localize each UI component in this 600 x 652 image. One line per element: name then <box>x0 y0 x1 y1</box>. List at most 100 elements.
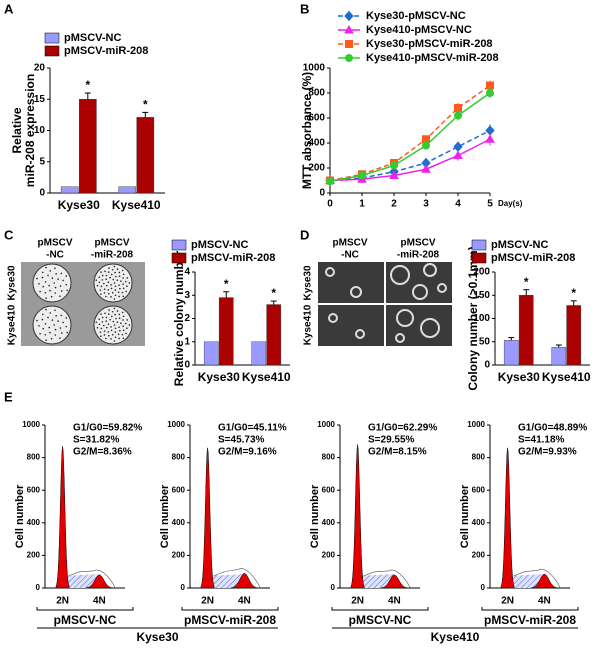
colony-dot <box>113 324 116 326</box>
photo-row-label: Kyse410 <box>7 304 18 345</box>
significance: * <box>85 78 90 92</box>
legend-label: pMSCV-NC <box>491 239 549 251</box>
group-label: pMSCV-NC <box>349 613 412 627</box>
colony-dot <box>54 328 57 331</box>
colony-dot <box>113 298 116 300</box>
y-tick-label: 600 <box>472 485 486 494</box>
y-axis-label: Relative colony number <box>172 250 186 386</box>
colony-dot <box>110 329 113 332</box>
colony-dot <box>122 287 125 290</box>
x-tick-label: 4N <box>93 596 106 607</box>
colony-dot <box>105 274 108 277</box>
colony-dot <box>126 277 129 279</box>
colony-dot <box>66 289 68 292</box>
colony-dot <box>65 325 68 328</box>
colony-dot <box>125 280 127 283</box>
colony-dot <box>59 327 62 329</box>
legend-label: pMSCV-NC <box>64 32 122 44</box>
colony-dot <box>47 316 49 319</box>
y-tick-label: 1000 <box>467 420 485 429</box>
marker <box>421 164 431 173</box>
colony-dot <box>42 327 44 330</box>
g1-peak <box>500 447 515 589</box>
marker <box>453 150 463 159</box>
photo-row-label: Kyse30 <box>7 265 18 300</box>
colony-dot <box>95 321 98 323</box>
photo-col-label: pMSCV <box>401 238 436 249</box>
legend-label: Kyse410-pMSCV-NC <box>366 24 472 36</box>
y-axis-label: miR-208 expression <box>23 74 37 187</box>
colony-dot <box>109 318 111 321</box>
colony-dot <box>103 292 106 294</box>
y-tick-label: 400 <box>308 138 325 149</box>
colony-dot <box>128 324 131 326</box>
g2-peak <box>230 573 259 589</box>
annotation: S=41.18% <box>518 435 565 446</box>
colony-dot <box>121 291 124 294</box>
colony-dot <box>114 327 117 330</box>
x-tick-label: Kyse410 <box>112 198 161 212</box>
g1-peak <box>55 446 70 589</box>
colony-dot <box>38 282 40 285</box>
colony-photo <box>318 305 384 346</box>
colony-dot <box>45 266 47 269</box>
colony-dot <box>114 331 117 333</box>
colony-dot <box>49 270 52 272</box>
y-tick-label: 200 <box>473 267 490 278</box>
group-bracket <box>481 607 579 611</box>
x-axis-label: Day(s) <box>498 199 523 208</box>
group-label: pMSCV-NC <box>54 613 117 627</box>
colony-dot <box>39 290 41 293</box>
colony-dot <box>114 271 116 274</box>
x-tick-label: Kyse30 <box>198 370 240 384</box>
marker <box>486 89 494 97</box>
colony-dot <box>103 330 106 332</box>
colony-dot <box>110 273 113 276</box>
significance: * <box>143 98 148 112</box>
colony-dot <box>126 327 128 330</box>
colony-dot <box>111 268 114 271</box>
s-phase <box>357 574 395 588</box>
colony-dot <box>107 331 110 333</box>
colony-dot <box>59 285 62 287</box>
colony-dot <box>41 271 44 274</box>
colony-dot <box>98 318 101 320</box>
legend-swatch <box>471 252 487 264</box>
marker <box>326 177 334 186</box>
y-tick-label: 0 <box>181 583 186 592</box>
colony-dot <box>101 274 104 277</box>
colony-dot <box>100 293 102 295</box>
series-line <box>329 129 491 182</box>
y-tick-label: 800 <box>322 453 336 462</box>
y-axis-label: Cell number <box>159 484 171 548</box>
colony-dot <box>114 313 116 316</box>
significance: * <box>524 275 529 289</box>
marker <box>454 111 462 120</box>
colony-dot <box>114 289 117 291</box>
annotation: G1/G0=59.82% <box>73 423 142 434</box>
colony-dot <box>65 283 68 286</box>
legend-swatch <box>171 239 187 251</box>
colony-dot <box>59 337 61 339</box>
s-phase <box>207 574 245 588</box>
y-tick-label: 600 <box>308 113 325 124</box>
colony-dot <box>47 274 49 277</box>
colony-dot <box>122 329 125 332</box>
y-tick-label: 400 <box>472 518 486 527</box>
colony-dot <box>101 321 104 323</box>
colony-dot <box>44 281 47 283</box>
colony-dot <box>45 339 47 341</box>
colony-dot <box>36 319 38 322</box>
x-tick-label: 2N <box>501 596 514 607</box>
y-axis-label: Cell number <box>14 484 26 548</box>
photo-col-label: -miR-208 <box>397 250 440 261</box>
y-tick-label: 1 <box>184 336 190 347</box>
annotation: G1/G0=45.11% <box>218 423 287 434</box>
series-line <box>329 138 491 182</box>
colony-dot <box>125 322 127 325</box>
colony-dot <box>122 277 124 279</box>
colony-dot <box>107 281 110 284</box>
colony-dot <box>119 329 121 332</box>
y-tick-label: 1000 <box>167 420 185 429</box>
bar <box>503 340 519 366</box>
